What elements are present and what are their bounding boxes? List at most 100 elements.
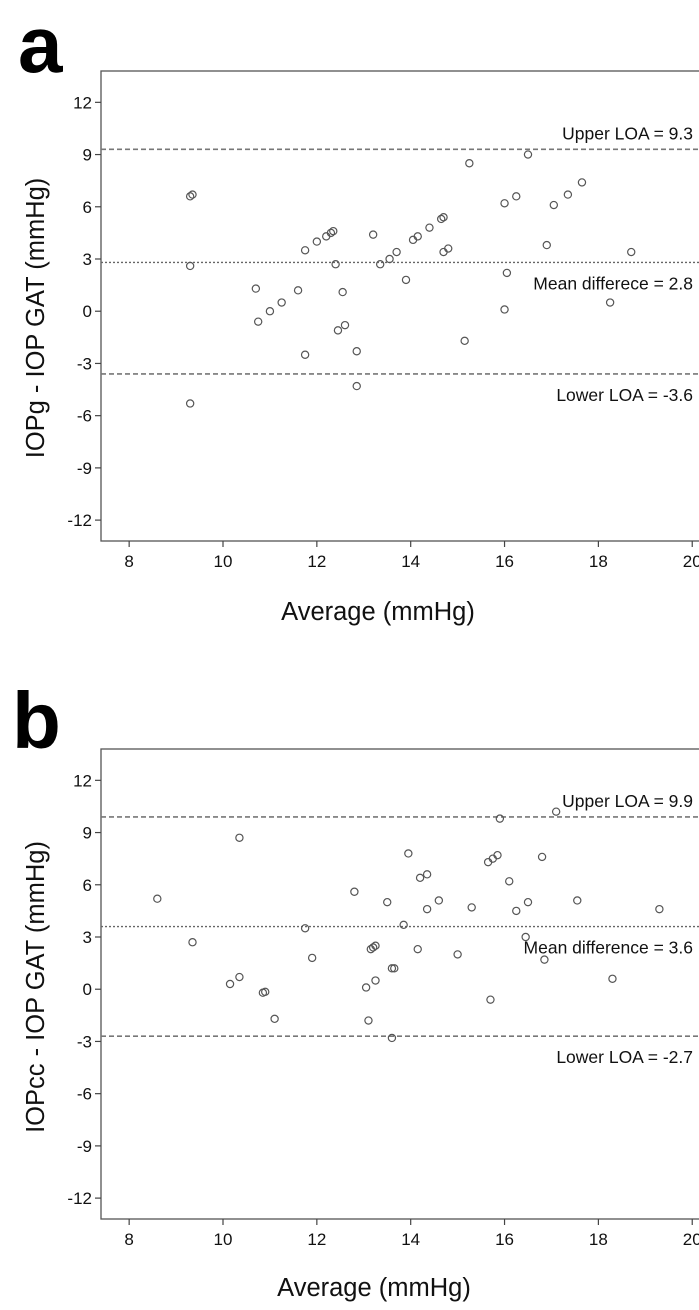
panel-b-data-point (383, 897, 392, 907)
panel-b-y-tick-label: 12 (73, 771, 92, 790)
panel-a-data-point (523, 150, 533, 159)
panel-b-data-point (371, 976, 380, 985)
panel-b-data-point (415, 873, 425, 883)
panel-b-data-point (270, 1014, 279, 1024)
panel-b-y-tick-label: 6 (83, 876, 92, 895)
panel-a-data-point (627, 247, 636, 257)
panel-b-y-tick-label: 3 (83, 928, 92, 947)
panel-a-reference-lines (101, 148, 699, 375)
panel-a-y-tick-label: -9 (77, 459, 92, 478)
panel-a-y-tick-label: -3 (77, 354, 92, 373)
panel-a-data-point (563, 190, 573, 199)
panel-a-data-point (352, 381, 361, 391)
panel-b-data-point (153, 894, 162, 903)
panel-a-data-point (251, 284, 261, 293)
panel-b-data-point (434, 896, 444, 905)
panel-a-data-point (549, 200, 559, 210)
panel-a-x-axis: 8 10 12 14 16 18 20 (124, 541, 699, 571)
panel-b-points (153, 807, 664, 1043)
panel-a-y-tick-label: 6 (83, 198, 92, 217)
panel-a-data-point (375, 260, 385, 269)
panel-b-x-tick-label: 12 (307, 1230, 326, 1249)
panel-b-data-point (551, 807, 561, 816)
panel-a-frame (100, 70, 699, 542)
panel-a-data-point (500, 305, 509, 314)
panel-a-x-tick-label: 14 (401, 552, 420, 571)
panel-a-data-point (293, 286, 303, 295)
panel-a-data-point (577, 178, 587, 187)
panel-a-data-point (329, 226, 338, 236)
panel-a-data-point (385, 254, 394, 264)
panel-a: a 12 9 6 3 0 -3 -6 -9 -12 8 10 12 14 16 18 20 Upper LO… (18, 0, 699, 626)
panel-a-data-point (542, 240, 551, 250)
panel-a-data-point (333, 326, 343, 335)
panel-a-y-tick-label: 9 (83, 146, 92, 165)
panel-a-x-tick-label: 20 (683, 552, 699, 571)
panel-a-data-point (300, 350, 310, 359)
panel-b-data-point (399, 920, 408, 930)
panel-b-data-point (188, 938, 197, 947)
panel-b-letter: b (12, 676, 61, 765)
panel-b-data-point (307, 953, 317, 963)
panel-a-x-tick-label: 12 (307, 552, 326, 571)
panel-b-data-point (537, 852, 547, 862)
panel-a-data-point (500, 199, 509, 208)
panel-b-upper-loa-label: Upper LOA = 9.9 (562, 791, 693, 811)
panel-b-data-point (300, 924, 310, 933)
panel-b-data-point (371, 941, 380, 950)
panel-b-x-tick-label: 16 (495, 1230, 514, 1249)
panel-b-data-point (390, 964, 399, 973)
panel-b-mean-difference-label: Mean difference = 3.6 (524, 938, 693, 958)
panel-a-data-point (413, 232, 422, 241)
panel-a-x-tick-label: 18 (589, 552, 608, 571)
panel-a-data-point (368, 230, 378, 239)
panel-b-data-point (493, 850, 502, 860)
panel-a-lower-loa-label: Lower LOA = -3.6 (556, 385, 693, 405)
panel-b-data-point (453, 950, 462, 959)
panel-a-data-point (392, 247, 401, 257)
panel-a-annotations: Upper LOA = 9.3 Mean differece = 2.8 Lower… (533, 123, 693, 405)
panel-a-data-point (439, 213, 448, 222)
panel-b-y-tick-label: -3 (77, 1032, 92, 1051)
panel-b-data-point (608, 974, 617, 983)
panel-a-data-point (326, 228, 336, 238)
panel-a-data-point (338, 287, 347, 297)
panel-b: b 12 9 6 3 0 -3 -6 -9 -12 8 10 12 14 16 18 20 Upper LO… (12, 676, 699, 1302)
panel-b-data-point (505, 877, 514, 886)
panel-b-y-tick-label: -9 (77, 1137, 92, 1156)
panel-b-data-point (540, 955, 549, 964)
panel-a-data-point (436, 214, 446, 224)
panel-b-data-point (368, 943, 378, 952)
panel-b-y-tick-label: -6 (77, 1085, 92, 1104)
panel-b-data-point (235, 833, 244, 842)
panel-b-x-axis-title: Average (mmHg) (277, 1274, 471, 1302)
panel-a-data-point (444, 244, 453, 253)
panel-b-reference-lines (101, 816, 699, 1038)
panel-b-plot-area: 12 9 6 3 0 -3 -6 -9 -12 8 10 12 14 16 18 20 Upper LOA … (67, 748, 699, 1249)
panel-b-x-tick-label: 20 (683, 1230, 699, 1249)
panel-a-data-point (253, 317, 263, 326)
panel-a-mean-difference-label: Mean differece = 2.8 (533, 273, 693, 293)
panel-a-data-point (331, 260, 340, 269)
panel-a-x-tick-label: 8 (124, 552, 133, 571)
panel-a-y-tick-label: -6 (77, 407, 92, 426)
panel-b-annotations: Upper LOA = 9.9 Mean difference = 3.6 Lowe… (524, 791, 693, 1067)
panel-a-x-tick-label: 16 (495, 552, 514, 571)
panel-a-x-axis-title: Average (mmHg) (281, 598, 475, 626)
panel-b-y-axis: 12 9 6 3 0 -3 -6 -9 -12 (67, 771, 101, 1208)
panel-a-data-point (340, 320, 350, 330)
panel-b-data-point (350, 887, 359, 896)
panel-a-data-point (512, 192, 521, 201)
panel-a-y-axis: 12 9 6 3 0 -3 -6 -9 -12 (67, 93, 101, 530)
panel-b-data-point (486, 995, 495, 1004)
panel-b-y-tick-label: 0 (83, 980, 92, 999)
panel-b-data-point (523, 897, 533, 907)
panel-a-x-tick-label: 10 (214, 552, 233, 571)
panel-a-data-point (277, 298, 286, 307)
panel-a-data-point (352, 347, 361, 356)
panel-a-data-point (185, 192, 195, 201)
panel-b-data-point (655, 904, 664, 914)
panel-b-y-axis-title: IOPcc - IOP GAT (mmHg) (22, 841, 50, 1133)
panel-b-x-tick-label: 18 (589, 1230, 608, 1249)
panel-b-data-point (495, 814, 505, 823)
